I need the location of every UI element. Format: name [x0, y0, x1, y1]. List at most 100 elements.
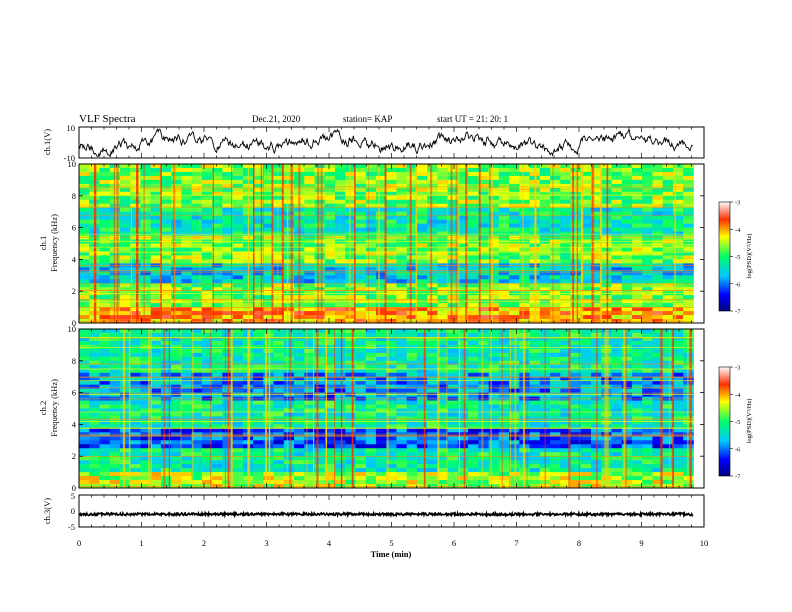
- ch2-spectrogram-pixel-cell: [396, 368, 408, 374]
- ch1-spectrogram-pixel-cell: [386, 239, 397, 244]
- ch1-spectrogram-pixel-cell: [509, 175, 520, 181]
- ch2-spectrogram-pixel-cell: [140, 468, 152, 473]
- ch1-spectrogram-pixel-cell: [611, 283, 623, 288]
- ch1-spectrogram-pixel-burst: [378, 164, 380, 323]
- ch1-spectrogram-pixel-cell: [590, 179, 602, 185]
- ch1-spectrogram-pixel-cell: [375, 199, 387, 205]
- ch1-spectrogram-pixel-cell: [365, 223, 377, 229]
- ch2-spectrogram-pixel-cell: [314, 416, 326, 421]
- ch1-spectrogram-pixel-cell: [672, 235, 684, 240]
- ch1-spectrogram-pixel-cell: [468, 303, 479, 308]
- ch1-spectrogram-pixel-cell: [683, 235, 694, 240]
- ch1-spectrogram-pixel-cell: [314, 219, 326, 225]
- ch1-spectrogram-pixel-cell: [427, 315, 438, 320]
- ch2-spectrogram-pixel-cell: [529, 472, 541, 477]
- ch1-spectrogram-pixel-burst: [199, 164, 201, 323]
- ch1-spectrogram-pixel-cell: [683, 167, 694, 173]
- ch1-spectrogram-pixel-cell: [79, 183, 90, 189]
- ch2-spectrogram-pixel-cell: [212, 448, 223, 453]
- ch1-spectrogram-pixel-cell: [437, 311, 449, 316]
- ch2-spectrogram-pixel-cell: [150, 380, 162, 386]
- ch1-spectrogram-pixel-cell: [416, 211, 428, 217]
- ch1-spectrogram-pixel-cell: [314, 271, 326, 276]
- ch1-spectrogram-pixel-cell: [222, 259, 233, 264]
- ch2-spectrogram-pixel-cell: [314, 344, 326, 350]
- ch2-spectrogram-pixel-cell: [304, 380, 315, 386]
- ch2-spectrogram-pixel-cell: [642, 368, 653, 374]
- ch2-spectrogram-pixel-cell: [550, 464, 561, 469]
- ch1-spectrogram-pixel-cell: [519, 183, 530, 189]
- ch2-spectrogram-pixel-cell: [642, 344, 653, 350]
- ch1-spectrogram-pixel-cell: [181, 215, 193, 221]
- ch1-spectrogram-pixel-cell: [590, 167, 602, 173]
- ch1-spectrogram-pixel-burst: [489, 164, 491, 323]
- ch2-spectrogram-pixel-cell: [631, 452, 643, 457]
- ch1-spectrogram-pixel-cell: [611, 255, 623, 260]
- ch1-spectrogram-pixel-cell: [406, 191, 418, 197]
- ch2-spectrogram-pixel-cell: [560, 452, 571, 457]
- ch2-spectrogram-pixel-cell: [498, 388, 510, 394]
- ch2-spectrogram-pixel-cell: [171, 352, 182, 358]
- ch1-spectrogram-pixel-cell: [457, 175, 469, 181]
- ch2-spectrogram-pixel-cell: [437, 329, 449, 334]
- ch1-spectrogram-pixel-cell: [580, 311, 592, 316]
- ch1-spectrogram-pixel-cell: [140, 275, 152, 280]
- ch2-spectrogram-pixel-cell: [447, 344, 459, 350]
- ch2-spectrogram-pixel-cell: [79, 380, 90, 386]
- ch2-spectrogram-pixel-cell: [160, 452, 172, 457]
- ch2-spectrogram-pixel-cell: [232, 364, 244, 370]
- ch2-spectrogram-pixel-cell: [263, 452, 274, 457]
- ch1-spectrogram-pixel-cell: [140, 167, 152, 173]
- ch1-spectrogram-pixel-cell: [683, 243, 694, 248]
- ch2-spectrogram-pixel-cell: [99, 424, 111, 429]
- ch1-spectrogram-pixel-cell: [478, 211, 489, 217]
- ch2-spectrogram-pixel-cell: [283, 388, 295, 394]
- ch1-spectrogram-pixel-cell: [283, 303, 295, 308]
- ch2-spectrogram-pixel-cell: [590, 376, 602, 382]
- ch2-spectrogram-pixel-cell: [590, 480, 602, 485]
- ch2-spectrogram-pixel-cell: [119, 344, 131, 350]
- ch1-spectrogram-pixel-cell: [478, 311, 489, 316]
- ch1-spectrogram-pixel-band: [79, 188, 694, 190]
- ch2-spectrogram-pixel-cell: [529, 452, 541, 457]
- ch1-spectrogram-pixel-cell: [416, 247, 428, 252]
- ch1-spectrogram-pixel-cell: [416, 279, 428, 284]
- ch2-spectrogram-pixel-cell: [406, 480, 418, 485]
- ch2-spectrogram-pixel-cell: [99, 372, 111, 378]
- ch1-spectrogram-pixel-cell: [498, 187, 510, 193]
- ch1-spectrogram-pixel-cell: [580, 207, 592, 213]
- ch1-spectrogram-pixel-cell: [273, 267, 285, 272]
- ch2-spectrogram-pixel-cell: [396, 464, 408, 469]
- ch2-spectrogram-pixel-cell: [550, 404, 561, 409]
- ch1-spectrogram-pixel-cell: [119, 191, 131, 197]
- ch2-spectrogram-pixel-cell: [611, 352, 623, 358]
- ch1-spectrogram-pixel-cell: [550, 255, 561, 260]
- ch1-spectrogram-pixel-cell: [160, 315, 172, 320]
- ch1-spectrogram-pixel-burst: [212, 164, 214, 323]
- ch2-spectrogram-pixel-cell: [345, 372, 356, 378]
- ch1-spectrogram-pixel-cell: [150, 275, 162, 280]
- ch1-spectrogram-pixel-burst: [580, 164, 584, 323]
- ch2-spectrogram-pixel-cell: [140, 444, 152, 449]
- ch2-spectrogram-pixel-cell: [642, 460, 653, 465]
- ch1-spectrogram-pixel-cell: [509, 295, 520, 300]
- ch1-spectrogram-pixel-cell: [539, 239, 551, 244]
- ch1-spectrogram-pixel-cell: [119, 187, 131, 193]
- ch1-spectrogram-pixel-cell: [79, 179, 90, 185]
- ch1-spectrogram-pixel-cell: [232, 243, 244, 248]
- ch2-spectrogram-pixel-cell: [447, 472, 459, 477]
- ch1-spectrogram-pixel-cell: [160, 243, 172, 248]
- ch2-spectrogram-pixel-cell: [304, 340, 315, 346]
- ch2-spectrogram-pixel-cell: [119, 384, 131, 390]
- ch2-spectrogram-pixel-cell: [580, 464, 592, 469]
- ch1-spectrogram-pixel-cell: [580, 187, 592, 193]
- ch2-spectrogram-pixel-cell: [457, 476, 469, 481]
- ch1-spectrogram-pixel-cell: [375, 219, 387, 225]
- ch1-spectrogram-pixel-cell: [386, 187, 397, 193]
- ch2-spectrogram-pixel-cell: [621, 388, 633, 394]
- ch2-spectrogram-pixel-cell: [457, 329, 469, 334]
- ch2-spectrogram-pixel-cell: [160, 472, 172, 477]
- ch1-spectrogram-pixel-cell: [416, 255, 428, 260]
- ch2-spectrogram-pixel-cell: [99, 464, 111, 469]
- ch2-spectrogram-pixel-cell: [273, 444, 285, 449]
